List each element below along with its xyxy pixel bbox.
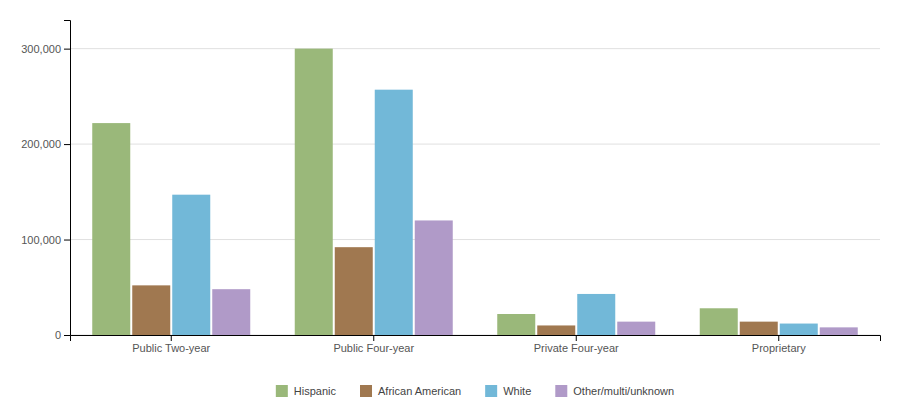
grid	[70, 49, 880, 335]
x-tick-mark	[778, 335, 779, 341]
legend-swatch	[276, 385, 288, 397]
bar	[577, 294, 615, 335]
bar	[172, 195, 210, 335]
x-tick-label: Private Four-year	[534, 342, 619, 354]
x-axis: Public Two-year Public Four-year Private F…	[71, 335, 881, 354]
legend-item: White	[485, 385, 531, 397]
y-tick-label: 300,000	[21, 43, 61, 55]
legend-label: African American	[378, 385, 461, 397]
bar	[537, 325, 575, 335]
x-tick-label: Public Two-year	[132, 342, 210, 354]
x-tick-mark	[576, 335, 577, 341]
grid-line	[70, 48, 880, 49]
x-tick-label: Proprietary	[752, 342, 806, 354]
y-tick-label: 200,000	[21, 138, 61, 150]
y-axis: 0 100,000 200,000 300,000	[21, 21, 70, 342]
bar	[295, 49, 333, 335]
y-tick-mark	[64, 240, 70, 241]
y-tick-mark	[64, 335, 70, 336]
bar-series	[212, 220, 858, 335]
y-tick-mark	[64, 49, 70, 50]
x-axis-line	[71, 336, 881, 342]
y-tick: 200,000	[21, 138, 70, 150]
legend-label: Hispanic	[294, 385, 337, 397]
bar	[497, 314, 535, 335]
legend-swatch	[360, 385, 372, 397]
bars	[92, 49, 858, 335]
bar	[740, 322, 778, 335]
y-axis-line	[64, 21, 71, 336]
x-tick: Public Two-year	[132, 335, 210, 354]
bar-series	[132, 247, 778, 335]
bar	[92, 123, 130, 335]
y-tick-label: 100,000	[21, 234, 61, 246]
legend: Hispanic African American White Other/multi…	[276, 385, 674, 397]
x-tick-label: Public Four-year	[333, 342, 414, 354]
bar	[415, 220, 453, 335]
bar	[617, 322, 655, 335]
bar	[700, 308, 738, 335]
x-tick: Public Four-year	[333, 335, 414, 354]
legend-label: Other/multi/unknown	[573, 385, 674, 397]
bar	[780, 324, 818, 335]
bar-series	[92, 49, 738, 335]
legend-item: African American	[360, 385, 461, 397]
y-tick-label: 0	[55, 329, 61, 341]
legend-label: White	[503, 385, 531, 397]
y-tick-mark	[64, 144, 70, 145]
grid-line	[70, 144, 880, 145]
y-tick: 0	[55, 329, 70, 341]
legend-swatch	[485, 385, 497, 397]
bar	[132, 285, 170, 335]
plot: 0100,000200,000300,000Public Two-yearPub…	[21, 21, 880, 354]
x-tick-mark	[171, 335, 172, 341]
y-tick: 100,000	[21, 234, 70, 246]
bar-series	[172, 90, 818, 335]
x-tick: Proprietary	[752, 335, 806, 354]
bar	[820, 327, 858, 335]
bar	[335, 247, 373, 335]
legend-item: Hispanic	[276, 385, 337, 397]
x-tick-mark	[373, 335, 374, 341]
legend-swatch	[555, 385, 567, 397]
chart: 0100,000200,000300,000Public Two-yearPub…	[0, 0, 900, 415]
bar	[375, 90, 413, 335]
y-tick: 300,000	[21, 43, 70, 55]
legend-item: Other/multi/unknown	[555, 385, 674, 397]
x-tick: Private Four-year	[534, 335, 619, 354]
bar	[212, 289, 250, 335]
